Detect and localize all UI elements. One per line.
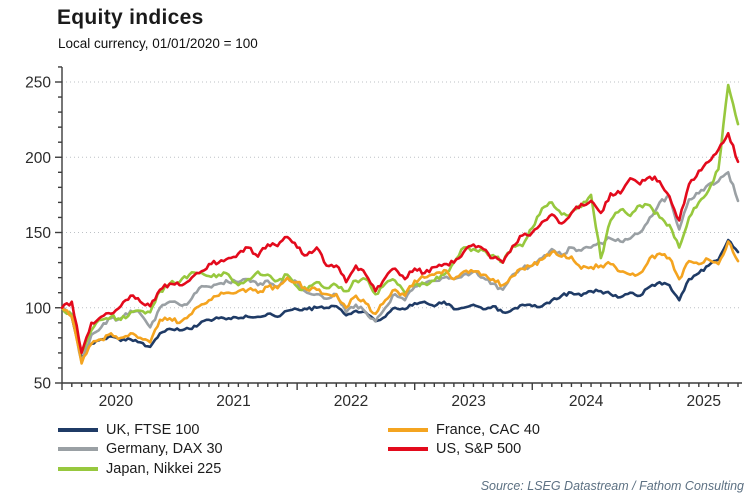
series-line-germany-dax-30	[60, 171, 740, 364]
legend-label-japan: Japan, Nikkei 225	[106, 460, 222, 477]
series-line-us-s-p-500	[60, 131, 740, 355]
legend-item-us-sp500: US, S&P 500	[388, 440, 540, 460]
series-line-japan-nikkei-225	[60, 83, 740, 355]
legend-column-right: France, CAC 40 US, S&P 500	[388, 420, 540, 459]
legend-swatch-uk	[58, 427, 98, 432]
legend-label-germany: Germany, DAX 30	[106, 441, 223, 458]
legend-label-uk: UK, FTSE 100	[106, 421, 200, 438]
legend-label-us: US, S&P 500	[436, 441, 522, 458]
y-axis-label-250: 250	[25, 75, 51, 92]
chart-subtitle: Local currency, 01/01/2020 = 100	[58, 36, 258, 51]
x-axis-year-label-2025: 2025	[686, 393, 720, 410]
x-axis-year-label-2022: 2022	[334, 393, 368, 410]
legend-item-germany-dax: Germany, DAX 30	[58, 440, 223, 460]
chart-title: Equity indices	[57, 6, 204, 29]
legend-column-left: UK, FTSE 100 Germany, DAX 30 Japan, Nikk…	[58, 420, 223, 479]
legend-swatch-japan	[58, 466, 98, 471]
legend-swatch-germany	[58, 447, 98, 452]
y-axis-label-100: 100	[25, 300, 51, 317]
y-axis-label-200: 200	[25, 150, 51, 167]
legend-item-uk-ftse: UK, FTSE 100	[58, 420, 223, 440]
series-line-uk-ftse-100	[60, 238, 740, 359]
legend-label-france: France, CAC 40	[436, 421, 540, 438]
x-axis-year-label-2023: 2023	[451, 393, 485, 410]
legend-swatch-us	[388, 447, 428, 452]
y-axis-label-150: 150	[25, 225, 51, 242]
x-axis-year-label-2020: 2020	[99, 393, 134, 410]
legend-item-japan-nikkei: Japan, Nikkei 225	[58, 459, 223, 479]
legend-item-france-cac: France, CAC 40	[388, 420, 540, 440]
legend-swatch-france	[388, 427, 428, 432]
x-axis-year-label-2021: 2021	[216, 393, 250, 410]
x-axis-year-label-2024: 2024	[569, 393, 604, 410]
y-axis-label-50: 50	[34, 376, 52, 393]
source-note: Source: LSEG Datastream / Fathom Consult…	[480, 479, 744, 493]
series-line-france-cac-40	[60, 240, 740, 365]
